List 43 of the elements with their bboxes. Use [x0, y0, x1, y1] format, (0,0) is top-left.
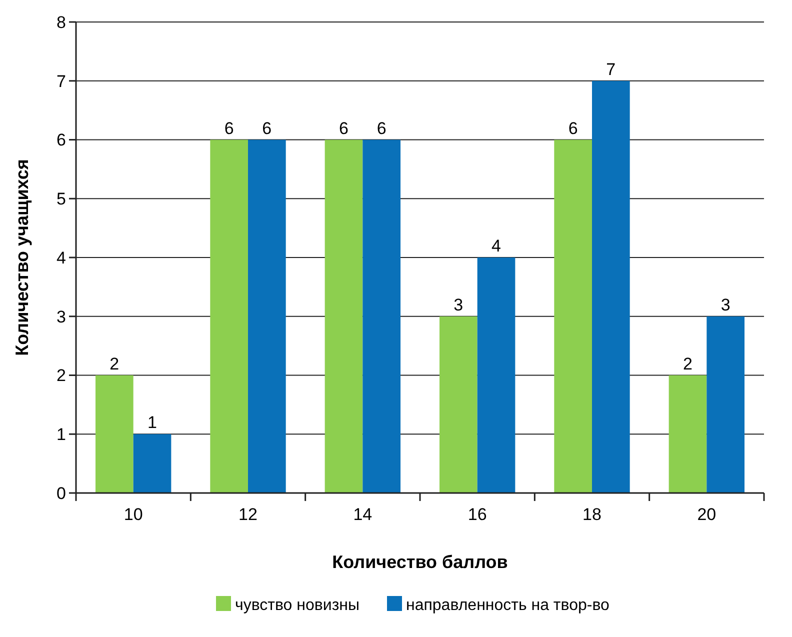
bar: [439, 316, 478, 493]
bar: [362, 140, 401, 493]
y-tick-label: 3: [56, 307, 66, 326]
legend-label: направленность на твор-во: [406, 597, 610, 614]
data-label: 6: [376, 118, 386, 138]
x-tick-label: 14: [353, 505, 372, 524]
bar: [706, 316, 745, 493]
bar: [592, 80, 630, 493]
bar: [554, 140, 592, 493]
data-label: 2: [683, 354, 692, 374]
bar: [324, 140, 363, 493]
y-tick-label: 5: [56, 190, 66, 209]
x-tick-label: 18: [582, 505, 602, 524]
data-label: 7: [606, 60, 616, 79]
y-tick-label: 6: [56, 130, 66, 150]
data-label: 1: [148, 413, 157, 432]
data-label: 6: [262, 118, 272, 138]
bar: [210, 140, 248, 493]
data-label: 6: [339, 118, 348, 138]
data-label: 3: [720, 295, 730, 314]
x-axis-title: Количество баллов: [332, 552, 508, 572]
bar: [477, 258, 516, 493]
y-tick-label: 2: [56, 366, 66, 386]
bar: [668, 375, 707, 493]
y-tick-label: 4: [56, 248, 66, 268]
y-tick-label: 8: [56, 12, 66, 32]
y-axis-title: Количество учащихся: [12, 159, 32, 356]
x-tick-label: 10: [124, 505, 143, 524]
data-label: 3: [454, 295, 464, 314]
y-tick-label: 1: [56, 425, 66, 444]
data-label: 6: [568, 118, 578, 138]
y-tick-label: 0: [56, 484, 66, 503]
bar: [133, 434, 172, 493]
bar: [248, 140, 286, 493]
data-label: 6: [224, 118, 234, 138]
x-tick-label: 16: [468, 505, 487, 524]
bar: [95, 375, 134, 493]
y-tick-label: 7: [56, 72, 66, 91]
data-label: 4: [492, 236, 501, 256]
x-tick-label: 20: [697, 505, 716, 524]
legend-label: чувство новизны: [235, 597, 360, 614]
data-label: 2: [110, 354, 120, 374]
x-tick-label: 12: [238, 505, 258, 524]
